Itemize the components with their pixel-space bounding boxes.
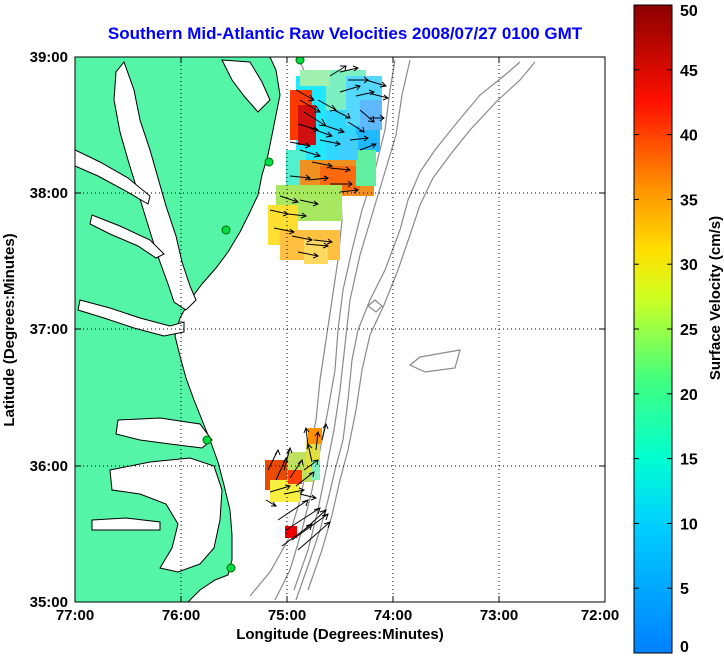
- station-marker: [226, 563, 236, 573]
- station-marker: [264, 157, 274, 167]
- colorbar-tick-label: 50: [680, 3, 698, 20]
- albemarle-sound: [115, 417, 213, 449]
- x-tick-label: 74:00: [374, 607, 412, 624]
- river-neuse: [91, 517, 161, 531]
- x-tick-label: 72:00: [581, 607, 619, 624]
- velocity-arrows: [265, 65, 390, 551]
- y-tick-label: 35:00: [30, 594, 68, 611]
- delaware-bay: [221, 59, 271, 113]
- colorbar-tick-label: 20: [680, 387, 698, 404]
- colorbar-label: Surface Velocity (cm/s): [707, 216, 724, 380]
- river-james: [77, 299, 185, 337]
- x-tick-label: 73:00: [480, 607, 518, 624]
- colorbar-tick-label: 0: [680, 639, 689, 656]
- y-tick-labels: 39:00 38:00 37:00 36:00 35:00: [30, 49, 68, 611]
- station-marker: [295, 57, 305, 65]
- colorbar-tick-label: 30: [680, 257, 698, 274]
- chesapeake-bay: [113, 60, 197, 311]
- station-marker: [221, 225, 231, 235]
- colorbar-tick-marks: [634, 4, 672, 654]
- pamlico-sound: [109, 457, 223, 573]
- river-potomac: [75, 149, 151, 205]
- colorbar-tick-label: 5: [680, 581, 689, 598]
- chart-title: Southern Mid-Atlantic Raw Velocities 200…: [108, 24, 583, 43]
- x-tick-label: 77:00: [56, 607, 94, 624]
- tick-marks: [75, 57, 605, 602]
- x-axis-label: Longitude (Degrees:Minutes): [236, 626, 444, 643]
- plot-area: [75, 57, 605, 602]
- grid-lines: [75, 57, 605, 602]
- river-rappahannock: [89, 214, 165, 259]
- colorbar: 0 5 10 15 20 25 30 35 40 45 50 Surface Velocity (c…: [633, 3, 724, 656]
- colorbar-tick-label: 25: [680, 322, 698, 339]
- y-tick-label: 38:00: [30, 185, 68, 202]
- y-tick-label: 37:00: [30, 321, 68, 338]
- colorbar-tick-label: 15: [680, 452, 698, 469]
- y-axis-label: Latitude (Degrees:Minutes): [1, 233, 18, 426]
- x-tick-label: 76:00: [162, 607, 200, 624]
- colorbar-tick-label: 40: [680, 128, 698, 145]
- colorbar-tick-label: 10: [680, 516, 698, 533]
- x-tick-labels: 77:00 76:00 75:00 74:00 73:00 72:00: [56, 607, 619, 624]
- colorbar-tick-labels: 0 5 10 15 20 25 30 35 40 45 50: [680, 3, 698, 656]
- colorbar-tick-label: 35: [680, 192, 698, 209]
- colorbar-tick-label: 45: [680, 63, 698, 80]
- station-markers: [202, 57, 305, 573]
- colorbar-gradient: [633, 4, 673, 654]
- y-tick-label: 36:00: [30, 458, 68, 475]
- y-tick-label: 39:00: [30, 49, 68, 66]
- station-marker: [202, 435, 212, 445]
- x-tick-label: 75:00: [268, 607, 306, 624]
